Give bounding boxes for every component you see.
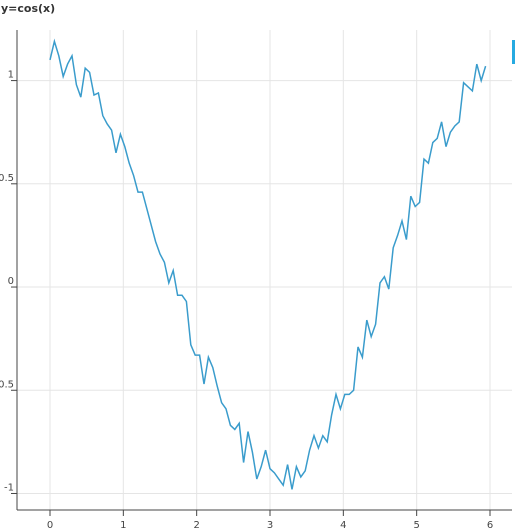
line-series — [49, 38, 487, 490]
x-tick-label: 2 — [193, 520, 199, 531]
y-tick-label: -0.5 — [0, 379, 14, 390]
toolbar-indicator[interactable] — [512, 40, 515, 64]
y-tick-label: 0 — [8, 276, 14, 287]
y-tick-label: 0.5 — [0, 173, 14, 184]
grid — [17, 30, 512, 510]
x-tick-label: 5 — [413, 520, 419, 531]
x-tick-label: 0 — [47, 520, 53, 531]
y-tick-label: -1 — [4, 482, 14, 493]
x-tick-label: 1 — [120, 520, 126, 531]
chart-title: y=cos(x) — [1, 2, 55, 15]
y-tick-label: 1 — [8, 70, 14, 81]
plot-area — [49, 38, 487, 490]
x-tick-label: 6 — [487, 520, 493, 531]
x-tick-label: 3 — [267, 520, 273, 531]
x-tick-label: 4 — [340, 520, 346, 531]
